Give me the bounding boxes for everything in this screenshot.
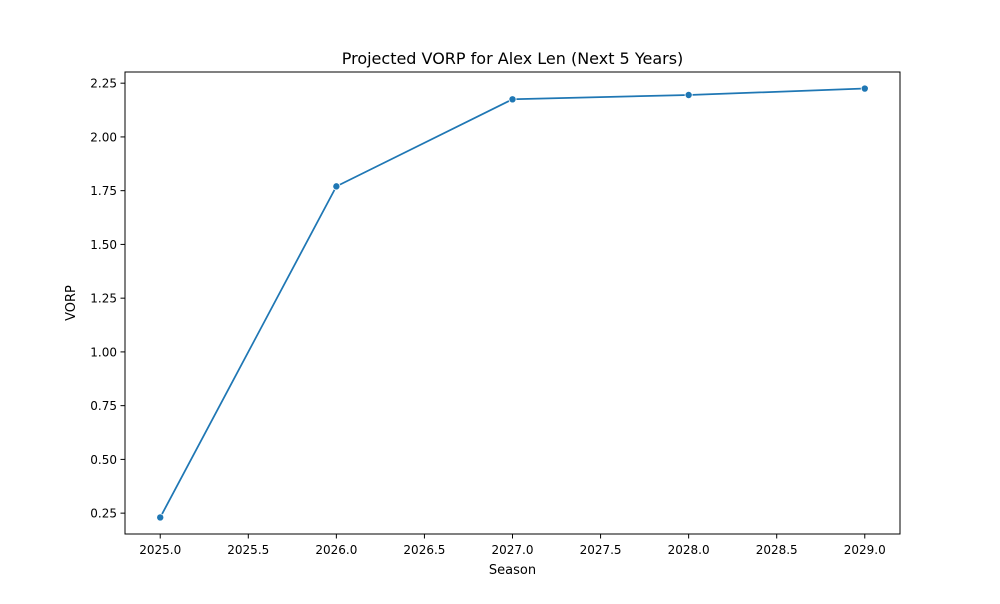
data-point-marker [860, 84, 869, 93]
y-tick-label: 0.25 [90, 507, 117, 521]
x-tick-label: 2025.0 [139, 543, 181, 557]
data-point-marker [684, 91, 693, 100]
y-tick-label: 1.75 [90, 184, 117, 198]
y-axis-ticks: 0.25 0.50 0.75 1.00 1.25 1.50 1.75 2.00 2.25 [90, 77, 125, 521]
x-tick-label: 2028.5 [756, 543, 798, 557]
x-axis-ticks: 2025.0 2025.5 2026.0 2026.5 2027.0 2027.5 2028… [139, 534, 886, 557]
y-tick-label: 0.75 [90, 399, 117, 413]
series-layer [156, 84, 869, 522]
data-point-marker [508, 95, 517, 104]
x-tick-label: 2026.0 [315, 543, 357, 557]
data-point-marker [332, 182, 341, 191]
data-point-marker [156, 513, 165, 522]
x-axis-label: Season [489, 563, 536, 578]
y-tick-label: 2.25 [90, 77, 117, 91]
x-tick-label: 2025.5 [227, 543, 269, 557]
y-tick-label: 1.50 [90, 238, 117, 252]
x-tick-label: 2027.5 [580, 543, 622, 557]
y-tick-label: 1.00 [90, 345, 117, 359]
plot-area-frame [124, 71, 901, 535]
y-tick-label: 1.25 [90, 292, 117, 306]
series-line [159, 87, 866, 519]
x-tick-label: 2026.5 [403, 543, 445, 557]
chart-title: Projected VORP for Alex Len (Next 5 Year… [342, 49, 684, 68]
x-tick-label: 2027.0 [492, 543, 534, 557]
x-tick-label: 2028.0 [668, 543, 710, 557]
y-tick-label: 2.00 [90, 130, 117, 144]
y-tick-label: 0.50 [90, 453, 117, 467]
y-axis-label: VORP [64, 285, 79, 321]
x-tick-label: 2029.0 [844, 543, 886, 557]
